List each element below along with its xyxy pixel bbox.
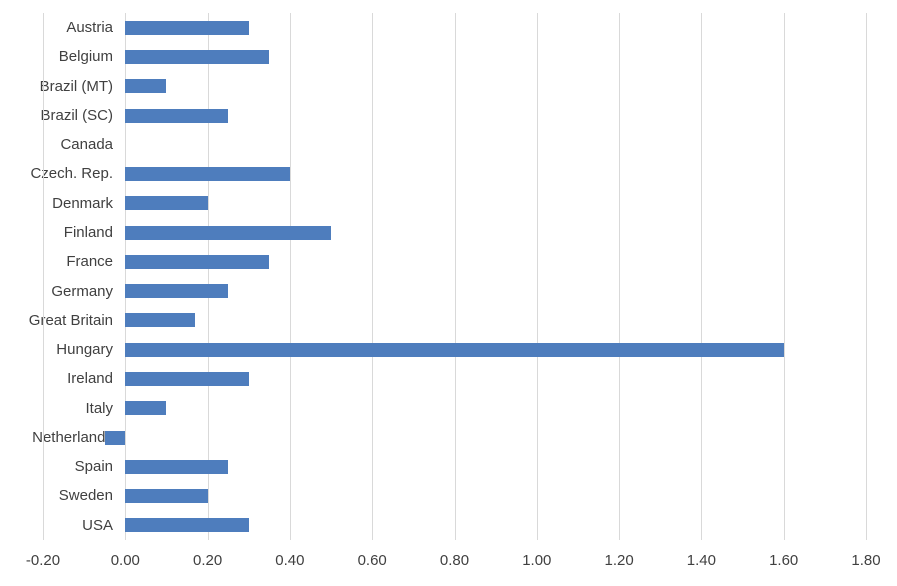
category-label: Sweden <box>58 487 113 505</box>
category-label: USA <box>82 516 113 534</box>
bar-spain <box>125 459 229 474</box>
value-tick-label: 1.20 <box>604 552 634 569</box>
bar-finland <box>125 225 332 240</box>
category-label: Great Britain <box>28 311 113 329</box>
category-label: Spain <box>74 458 113 476</box>
category-axis-labels: Austria Belgium Brazil (MT) Brazil (SC) Cana… <box>0 13 113 540</box>
gridline <box>619 13 621 540</box>
value-tick-label: 1.40 <box>686 552 716 569</box>
gridline <box>372 13 374 540</box>
plot-area <box>43 13 867 540</box>
bar-netherlands <box>104 430 126 445</box>
category-label: Austria <box>66 19 113 36</box>
category-label: Denmark <box>52 194 113 212</box>
bar-france <box>125 254 270 269</box>
bar-belgium <box>125 49 270 64</box>
category-label: France <box>66 253 113 271</box>
category-label: Ireland <box>67 370 113 388</box>
bar-hungary <box>125 342 784 357</box>
bar-usa <box>125 518 249 533</box>
value-tick-label: 0.80 <box>439 552 470 569</box>
gridline <box>43 13 44 540</box>
value-tick-label: 1.80 <box>851 552 881 569</box>
bar-sweden <box>125 489 208 504</box>
category-label: Canada <box>60 136 113 154</box>
bar-brazil-sc <box>125 108 229 123</box>
category-label: Czech. Rep. <box>30 165 113 183</box>
bar-austria <box>125 20 249 35</box>
category-label: Italy <box>85 399 113 417</box>
category-label: Brazil (SC) <box>40 106 113 124</box>
gridline <box>783 13 785 540</box>
value-tick-label: 0.20 <box>192 552 223 569</box>
value-tick-label: -0.20 <box>25 552 61 569</box>
gridline <box>207 13 209 540</box>
gridline <box>125 13 127 540</box>
bar-germany <box>125 284 229 299</box>
bar-czech-rep <box>125 167 290 181</box>
gridline <box>866 13 867 540</box>
value-axis-labels: -0.20 0.00 0.20 0.40 0.60 0.80 1.00 1.20 1.40 1.6… <box>26 552 881 576</box>
bar-denmark <box>125 196 208 211</box>
value-tick-label: 1.00 <box>522 552 552 569</box>
category-label: Finland <box>63 223 113 241</box>
category-label: Brazil (MT) <box>39 77 113 95</box>
value-tick-label: 1.60 <box>769 552 799 569</box>
gridline <box>536 13 538 540</box>
category-label: Netherlands <box>32 428 113 446</box>
bar-italy <box>125 401 167 416</box>
bar-great-britain <box>125 313 196 328</box>
value-tick-label: 0.00 <box>110 552 140 569</box>
gridline <box>701 13 703 540</box>
category-label: Belgium <box>58 48 113 66</box>
bar-brazil-mt <box>125 79 167 94</box>
value-tick-label: 0.40 <box>275 552 305 569</box>
bar-ireland <box>125 372 249 386</box>
gridline <box>454 13 456 540</box>
category-label: Hungary <box>56 341 113 359</box>
value-tick-label: 0.60 <box>357 552 387 569</box>
gridline <box>289 13 291 540</box>
category-label: Germany <box>51 282 113 300</box>
